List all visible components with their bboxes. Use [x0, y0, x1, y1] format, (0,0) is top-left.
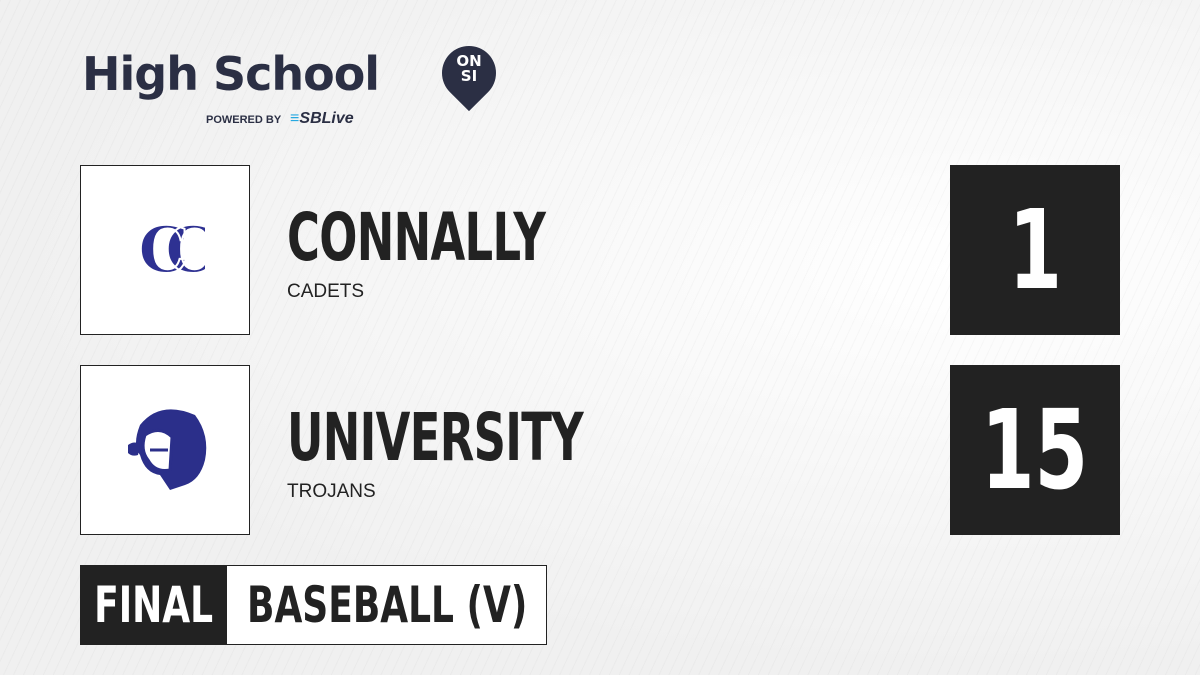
team-name: CONNALLY: [287, 199, 546, 276]
team-mascot: CADETS: [287, 281, 365, 302]
game-status-bar: FINAL BASEBALL (V): [80, 565, 547, 645]
pin-text: ON SI: [456, 52, 482, 85]
team-mascot: TROJANS: [287, 481, 376, 502]
sport-label: BASEBALL (V): [247, 576, 528, 634]
sblive-logo: ≡SBLive: [290, 110, 354, 127]
score-box: 1: [950, 165, 1120, 335]
trojan-helmet-icon: [128, 409, 207, 490]
brand-logo: High School ON SI POWERED BY ≡SBLive: [82, 34, 508, 127]
team-logo-connally: CC: [80, 165, 250, 335]
final-label: FINAL: [81, 566, 227, 644]
team-logo-university: [80, 365, 250, 535]
powered-by: POWERED BY ≡SBLive: [206, 110, 354, 127]
cc-logo-icon: CC: [137, 212, 205, 289]
svg-text:CC: CC: [138, 213, 205, 288]
team-score: 15: [981, 386, 1089, 514]
team-score: 1: [1008, 186, 1062, 314]
score-box: 15: [950, 365, 1120, 535]
brand-title: High School: [82, 47, 380, 101]
team-name: UNIVERSITY: [287, 399, 584, 476]
